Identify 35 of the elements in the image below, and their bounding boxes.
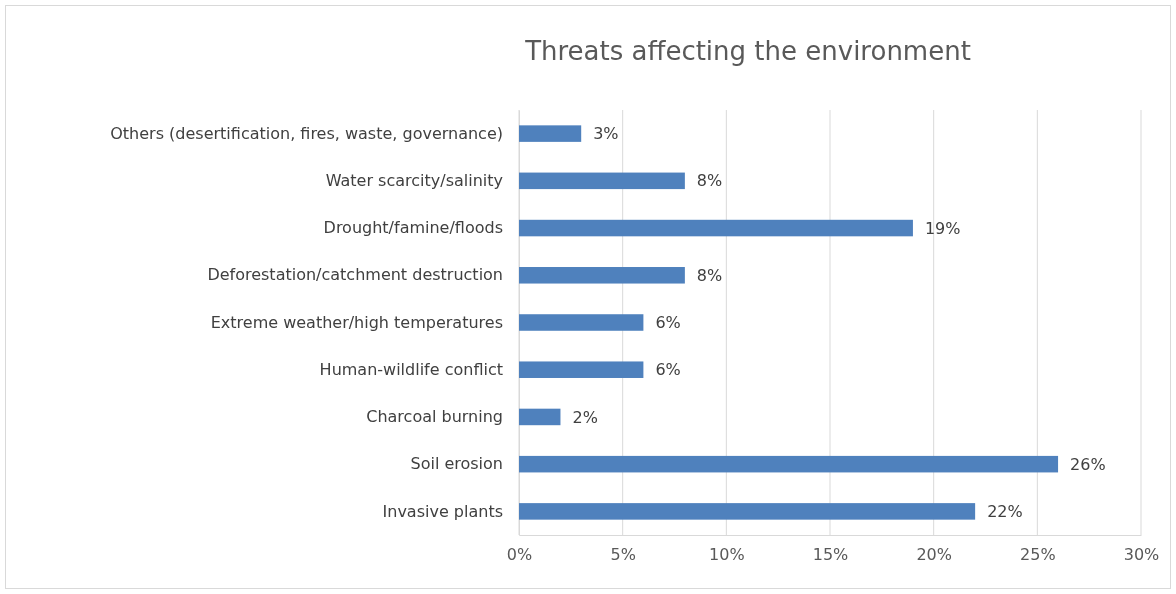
y-tick-label: Soil erosion bbox=[410, 454, 503, 474]
x-tick-label: 25% bbox=[1020, 545, 1056, 565]
bar bbox=[519, 503, 976, 520]
x-tick-label: 0% bbox=[506, 545, 533, 565]
data-label: 8% bbox=[696, 171, 723, 191]
data-label: 2% bbox=[572, 407, 598, 427]
data-label: 26% bbox=[1070, 454, 1106, 474]
bar bbox=[519, 172, 685, 190]
y-tick-label: Others (desertification, fires, waste, governance) bbox=[110, 123, 503, 143]
x-tick-label: 15% bbox=[812, 545, 849, 565]
y-tick-label: Drought/famine/floods bbox=[323, 218, 503, 238]
x-tick-label: 10% bbox=[709, 545, 745, 565]
bar bbox=[519, 361, 644, 378]
bar bbox=[519, 314, 644, 331]
data-label: 22% bbox=[987, 501, 1023, 521]
bar bbox=[519, 267, 685, 284]
y-tick-label: Water scarcity/salinity bbox=[325, 170, 503, 190]
bar bbox=[519, 125, 582, 142]
bar bbox=[519, 455, 1059, 473]
bar bbox=[519, 408, 561, 426]
data-label: 6% bbox=[655, 360, 681, 380]
y-tick-label: Charcoal burning bbox=[366, 407, 503, 427]
data-label: 6% bbox=[655, 313, 681, 333]
x-tick-label: 5% bbox=[610, 545, 636, 565]
y-tick-label: Human-wildlife conflict bbox=[319, 359, 503, 379]
bar bbox=[519, 219, 913, 237]
data-label: 3% bbox=[593, 124, 619, 144]
data-label: 8% bbox=[696, 265, 723, 285]
y-tick-label: Invasive plants bbox=[382, 501, 503, 521]
chart-title: Threats affecting the environment bbox=[524, 36, 971, 66]
x-tick-label: 20% bbox=[916, 545, 952, 565]
data-label: 19% bbox=[924, 218, 961, 238]
y-tick-label: Extreme weather/high temperatures bbox=[210, 312, 503, 332]
x-tick-label: 30% bbox=[1123, 545, 1160, 565]
y-tick-label: Deforestation/catchment destruction bbox=[207, 265, 503, 285]
